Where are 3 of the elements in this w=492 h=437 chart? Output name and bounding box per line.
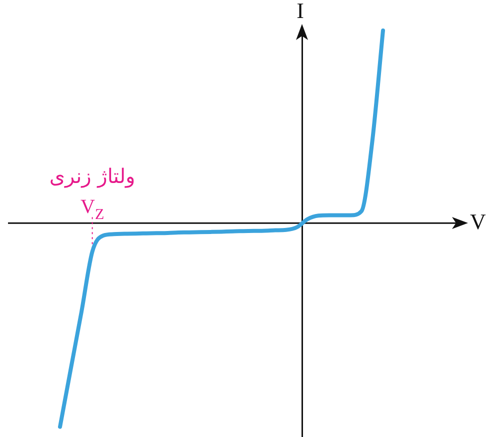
x-axis-title: V [470, 208, 486, 234]
annotation: ولتاژ زنری [49, 164, 136, 188]
y-axis-title: I [296, 0, 304, 23]
